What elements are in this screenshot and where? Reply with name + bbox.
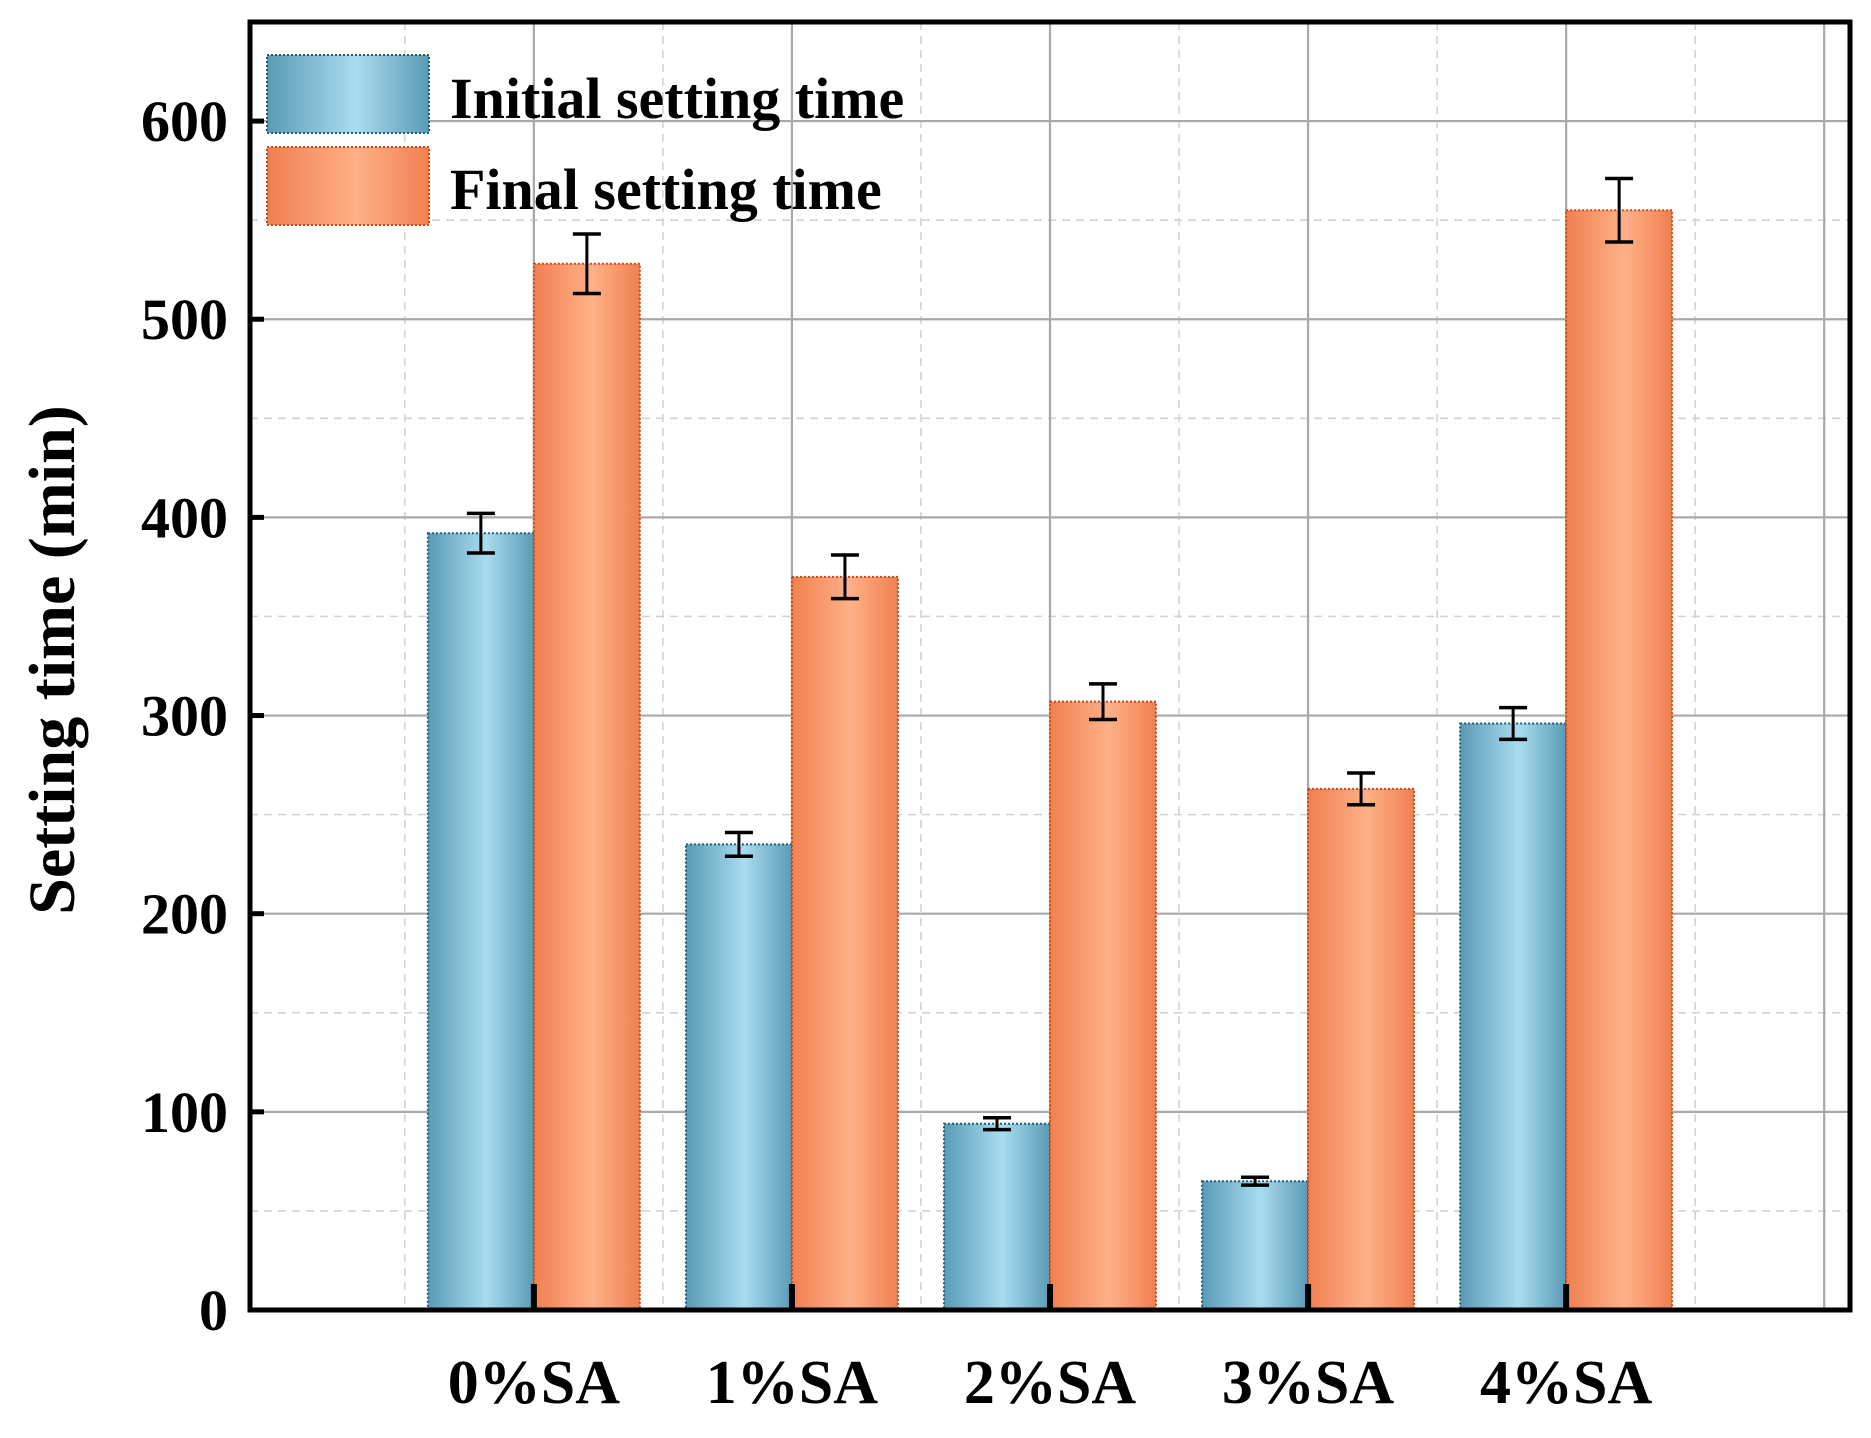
bar-initial-4 <box>1459 722 1568 1311</box>
y-tick-label: 0 <box>199 1278 228 1343</box>
y-tick-label: 300 <box>141 684 228 749</box>
legend-label-initial: Initial setting time <box>450 66 904 131</box>
y-tick-label: 500 <box>141 287 228 352</box>
x-tick-label: 1%SA <box>706 1349 878 1417</box>
bar-initial-1 <box>684 843 793 1311</box>
bar-initial-2 <box>943 1122 1051 1311</box>
error-bar-final-1 <box>830 553 859 601</box>
x-tick-label: 4%SA <box>1480 1349 1652 1417</box>
y-tick-label: 100 <box>141 1080 228 1145</box>
x-tick-label: 2%SA <box>964 1349 1136 1417</box>
x-tick-label: 3%SA <box>1222 1349 1394 1417</box>
legend-swatch-final <box>266 146 430 226</box>
x-axis-ticks: 0%SA 1%SA 2%SA 3%SA 4%SA <box>448 1284 1652 1417</box>
y-axis-label: Setting time (min) <box>16 405 89 915</box>
error-bars-group <box>466 176 1634 1187</box>
y-tick-label: 200 <box>141 882 228 947</box>
bar-initial-3 <box>1201 1180 1310 1311</box>
error-bar-initial-4 <box>1499 705 1528 742</box>
legend-swatch-initial <box>266 54 430 134</box>
bars-group <box>426 209 1674 1312</box>
legend: Initial setting time Final setting time <box>266 54 904 226</box>
y-tick-label: 600 <box>141 89 228 154</box>
legend-label-final: Final setting time <box>450 157 882 222</box>
error-bar-final-3 <box>1347 771 1376 807</box>
bar-final-2 <box>1049 700 1157 1311</box>
bar-final-1 <box>790 575 899 1311</box>
x-tick-label: 0%SA <box>448 1349 620 1417</box>
error-bar-final-2 <box>1089 682 1117 722</box>
y-tick-label: 400 <box>141 485 228 550</box>
error-bar-final-0 <box>572 232 601 296</box>
y-axis-ticks: 0 100 200 300 400 500 600 <box>141 89 264 1343</box>
error-bar-initial-0 <box>466 511 495 555</box>
bar-final-4 <box>1565 209 1674 1312</box>
bar-initial-0 <box>426 532 535 1311</box>
error-bar-final-4 <box>1605 176 1634 244</box>
error-bar-initial-3 <box>1241 1175 1270 1187</box>
bar-final-0 <box>532 262 641 1311</box>
error-bar-initial-2 <box>983 1116 1011 1132</box>
error-bar-initial-1 <box>724 830 753 858</box>
bar-final-3 <box>1307 787 1416 1311</box>
